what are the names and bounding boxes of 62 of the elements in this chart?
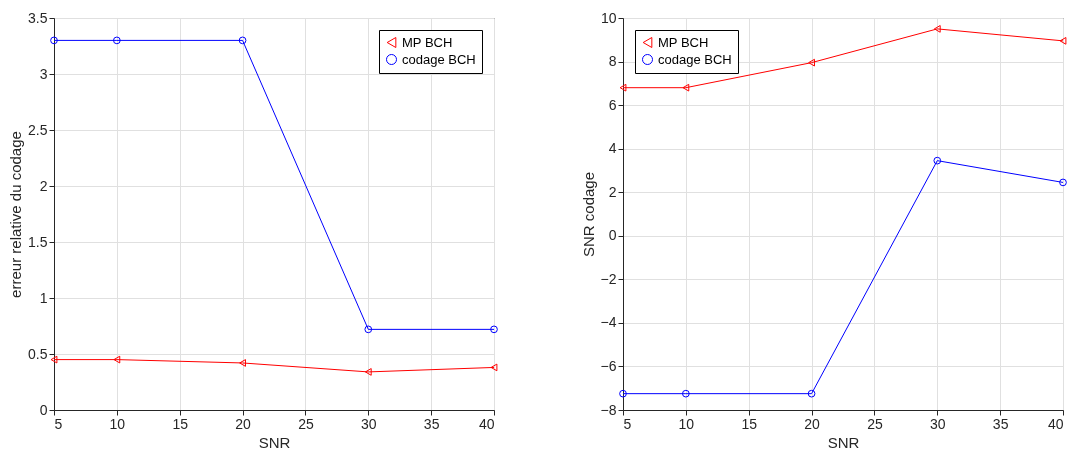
y-tick-label: 1.5 <box>28 233 48 250</box>
x-tick-label: 10 <box>678 415 695 432</box>
point <box>364 368 372 376</box>
point <box>619 83 627 92</box>
x-tick-label: 35 <box>423 415 440 432</box>
x-axis-title: SNR <box>258 433 291 451</box>
y-tick-label: −2 <box>600 270 617 287</box>
legend-label: MP BCH <box>402 34 453 50</box>
x-axis-title: SNR <box>827 433 860 451</box>
y-tick-label: 10 <box>600 9 617 26</box>
legend-label: codage BCH <box>658 51 732 67</box>
point <box>808 58 815 67</box>
x-tick-label: 20 <box>235 415 252 432</box>
x-tick-label: 10 <box>109 415 126 432</box>
y-tick-label: −4 <box>600 314 617 331</box>
y-tick-label: 6 <box>608 96 617 113</box>
y-tick-label: 4 <box>608 140 617 157</box>
y-tick-label: 0 <box>608 227 617 244</box>
point <box>239 359 246 367</box>
point <box>682 389 690 398</box>
legend-label: codage BCH <box>402 51 476 67</box>
x-tick-label: 35 <box>992 415 1009 432</box>
y-tick-label: 1 <box>39 289 48 306</box>
point <box>50 355 58 364</box>
point <box>933 25 941 33</box>
y-tick-label: 2.5 <box>28 121 48 138</box>
x-tick-label: 5 <box>54 415 63 432</box>
y-tick-label: −8 <box>600 401 617 418</box>
point <box>490 325 498 334</box>
x-tick-label: 40 <box>478 415 495 432</box>
x-tick-label: 40 <box>1047 415 1064 432</box>
x-tick-label: 15 <box>741 415 758 432</box>
legend-label: MP BCH <box>658 34 709 50</box>
point <box>933 156 942 165</box>
x-tick-label: 20 <box>804 415 821 432</box>
y-tick-label: 3 <box>39 65 48 82</box>
point <box>364 325 373 334</box>
y-tick-label: 0.5 <box>28 345 48 362</box>
x-tick-label: 25 <box>298 415 314 432</box>
y-tick-label: 3.5 <box>28 9 48 26</box>
x-tick-label: 15 <box>172 415 189 432</box>
point <box>238 36 247 45</box>
point <box>1059 178 1067 187</box>
y-tick-label: 2 <box>39 177 48 194</box>
y-tick-label: 0 <box>39 401 48 418</box>
y-tick-label: 8 <box>608 53 617 70</box>
point <box>682 83 690 92</box>
point <box>1059 37 1067 45</box>
x-tick-label: 5 <box>623 415 632 432</box>
x-tick-label: 25 <box>867 415 883 432</box>
point <box>807 389 816 398</box>
y-tick-label: −6 <box>600 357 617 374</box>
point <box>113 355 121 364</box>
x-tick-label: 30 <box>361 415 377 432</box>
point <box>50 36 58 45</box>
y-axis-title: SNR codage <box>579 171 597 258</box>
point <box>113 36 121 45</box>
point <box>619 389 627 398</box>
y-tick-label: 2 <box>608 183 617 200</box>
point <box>490 363 498 372</box>
y-axis-title: erreur relative du codage <box>7 131 25 298</box>
x-tick-label: 30 <box>930 415 946 432</box>
